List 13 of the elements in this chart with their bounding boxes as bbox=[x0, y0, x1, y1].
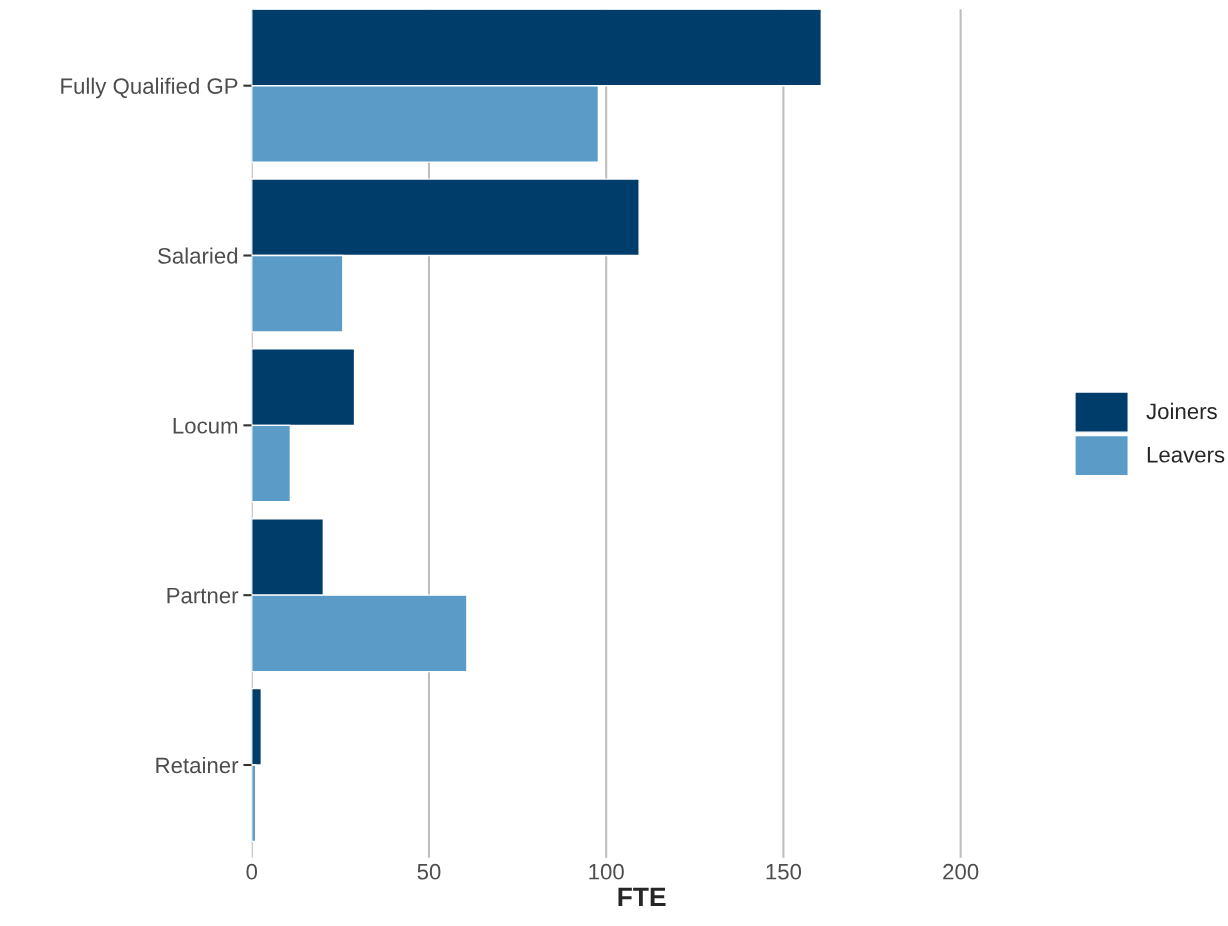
x-tick-label: 150 bbox=[766, 863, 802, 880]
x-axis-title: FTE bbox=[618, 887, 666, 906]
y-tick-label: Retainer bbox=[156, 756, 239, 774]
x-tick-label: 50 bbox=[417, 863, 441, 880]
y-tick-label: Partner bbox=[167, 587, 239, 604]
y-tick-label: Locum bbox=[173, 418, 238, 434]
x-tick-label: 100 bbox=[589, 863, 624, 880]
y-tick-label: Fully Qualified GP bbox=[61, 77, 238, 99]
legend-label: Joiners bbox=[1146, 402, 1217, 420]
x-tick-label: 0 bbox=[246, 863, 258, 880]
legend-label: Leavers bbox=[1147, 447, 1225, 463]
y-tick-label: Salaried bbox=[158, 247, 238, 264]
x-tick-label: 200 bbox=[943, 863, 979, 880]
